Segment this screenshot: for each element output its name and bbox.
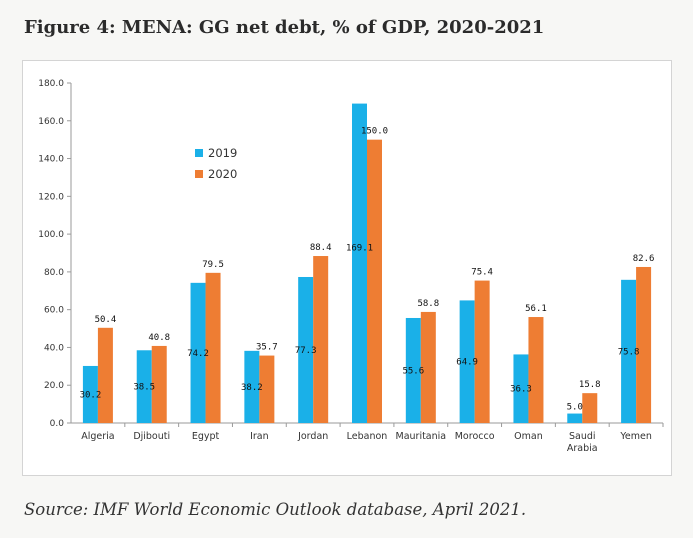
y-tick-label: 60.0 — [44, 306, 64, 316]
x-category-label: Egypt — [192, 431, 220, 442]
chart-frame: 0.0 20.0 40.0 60.0 80.0 100.0 120.0 140.0 160.0 1… — [22, 60, 672, 476]
x-category-label: Arabia — [567, 443, 598, 454]
data-label-2020: 75.4 — [471, 268, 493, 278]
bar-2020 — [97, 327, 113, 423]
data-label-2020: 35.7 — [256, 343, 278, 353]
x-category-label: Oman — [514, 431, 543, 442]
bar-2020 — [474, 280, 490, 423]
data-label-2019: 75.8 — [618, 347, 640, 357]
x-category-label: Morocco — [455, 431, 495, 442]
data-label-2020: 150.0 — [361, 127, 388, 137]
bar-2019 — [513, 354, 529, 423]
bar-2020 — [528, 317, 544, 423]
data-label-2020: 88.4 — [310, 243, 332, 253]
data-label-2019: 5.0 — [567, 403, 583, 413]
x-category-label: Saudi — [569, 431, 596, 442]
bar-2019 — [136, 350, 152, 423]
data-label-2019: 74.2 — [187, 349, 209, 359]
y-tick-label: 80.0 — [44, 268, 64, 278]
data-label-2019: 36.3 — [510, 385, 532, 395]
bar-2020 — [636, 266, 652, 423]
y-tick-label: 120.0 — [38, 192, 64, 202]
data-label-2019: 64.9 — [456, 358, 478, 368]
x-category-label: Mauritania — [396, 431, 447, 442]
x-category-label: Yemen — [619, 431, 652, 442]
legend-label-2020: 2020 — [208, 167, 237, 181]
bar-2020 — [313, 256, 329, 423]
bar-2020 — [367, 139, 382, 423]
bar-2019 — [459, 300, 475, 423]
x-category-label: Algeria — [81, 431, 114, 442]
y-tick-label: 40.0 — [44, 343, 64, 353]
legend-label-2019: 2019 — [208, 146, 237, 160]
source-note: Source: IMF World Economic Outlook datab… — [24, 500, 527, 519]
data-label-2020: 40.8 — [148, 333, 170, 343]
x-category-label: Iran — [250, 431, 269, 442]
bar-2019 — [567, 413, 583, 423]
data-label-2020: 15.8 — [579, 380, 601, 390]
data-label-2019: 38.2 — [241, 383, 263, 393]
data-label-2020: 58.8 — [417, 299, 439, 309]
bar-chart: 0.0 20.0 40.0 60.0 80.0 100.0 120.0 140.0 160.0 1… — [38, 79, 664, 454]
data-label-2019: 169.1 — [346, 243, 373, 253]
bar-2019 — [190, 282, 206, 423]
y-tick-label: 140.0 — [38, 155, 64, 165]
y-tick-label: 160.0 — [38, 117, 64, 127]
bar-2019 — [298, 276, 314, 423]
data-label-2020: 56.1 — [525, 304, 547, 314]
bar-2019 — [405, 317, 421, 423]
data-label-2019: 38.5 — [133, 383, 155, 393]
x-category-label: Jordan — [297, 431, 328, 442]
data-label-2020: 79.5 — [202, 260, 224, 270]
bar-2019 — [244, 350, 260, 423]
data-label-2019: 30.2 — [80, 390, 102, 400]
data-label-2019: 55.6 — [402, 366, 424, 376]
bar-2020 — [420, 311, 436, 423]
y-tick-label: 180.0 — [38, 79, 64, 89]
data-label-2020: 50.4 — [95, 315, 117, 325]
bar-2020 — [205, 272, 221, 423]
bar-2020 — [151, 345, 167, 423]
legend-swatch-2020 — [195, 170, 203, 178]
y-tick-label: 100.0 — [38, 230, 64, 240]
data-label-2020: 82.6 — [633, 254, 655, 264]
y-tick-label: 0.0 — [50, 419, 65, 429]
bar-2019 — [352, 103, 367, 423]
x-category-label: Lebanon — [347, 431, 388, 442]
bar-2019 — [621, 279, 637, 423]
y-tick-label: 20.0 — [44, 381, 64, 391]
bar-2019 — [82, 365, 98, 423]
legend-swatch-2019 — [195, 149, 203, 157]
figure-title: Figure 4: MENA: GG net debt, % of GDP, 2… — [24, 17, 545, 38]
x-category-label: Djibouti — [133, 431, 170, 442]
bar-2020 — [259, 355, 275, 423]
bar-2020 — [582, 393, 598, 423]
data-label-2019: 77.3 — [295, 346, 317, 356]
